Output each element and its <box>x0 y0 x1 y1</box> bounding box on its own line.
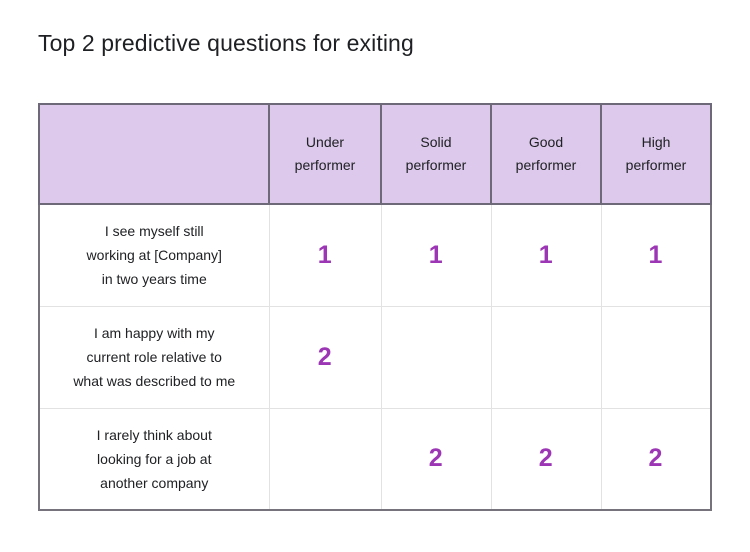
column-header-solid-performer: Solid performer <box>380 103 492 205</box>
table-header: Under performer Solid performer Good per… <box>38 103 712 205</box>
rank-cell: 2 <box>268 305 382 409</box>
column-header-under-performer: Under performer <box>268 103 382 205</box>
table-row: I am happy with my current role relative… <box>38 305 712 409</box>
rank-cell: 2 <box>490 407 602 511</box>
rank-cell: 1 <box>600 203 712 307</box>
predictive-questions-table: Under performer Solid performer Good per… <box>38 103 712 511</box>
question-cell: I rarely think about looking for a job a… <box>38 407 270 511</box>
question-cell: I see myself still working at [Company] … <box>38 203 270 307</box>
header-row: Under performer Solid performer Good per… <box>38 103 712 205</box>
rank-cell: 1 <box>268 203 382 307</box>
column-header-good-performer: Good performer <box>490 103 602 205</box>
corner-cell <box>38 103 270 205</box>
rank-cell <box>380 305 492 409</box>
rank-cell <box>490 305 602 409</box>
rank-cell: 1 <box>490 203 602 307</box>
table-row: I see myself still working at [Company] … <box>38 203 712 307</box>
rank-cell <box>268 407 382 511</box>
table-row: I rarely think about looking for a job a… <box>38 407 712 511</box>
question-cell: I am happy with my current role relative… <box>38 305 270 409</box>
rank-cell: 2 <box>600 407 712 511</box>
page-title: Top 2 predictive questions for exiting <box>38 30 414 56</box>
table-body: I see myself still working at [Company] … <box>38 203 712 511</box>
column-header-high-performer: High performer <box>600 103 712 205</box>
rank-cell <box>600 305 712 409</box>
rank-cell: 1 <box>380 203 492 307</box>
rank-cell: 2 <box>380 407 492 511</box>
